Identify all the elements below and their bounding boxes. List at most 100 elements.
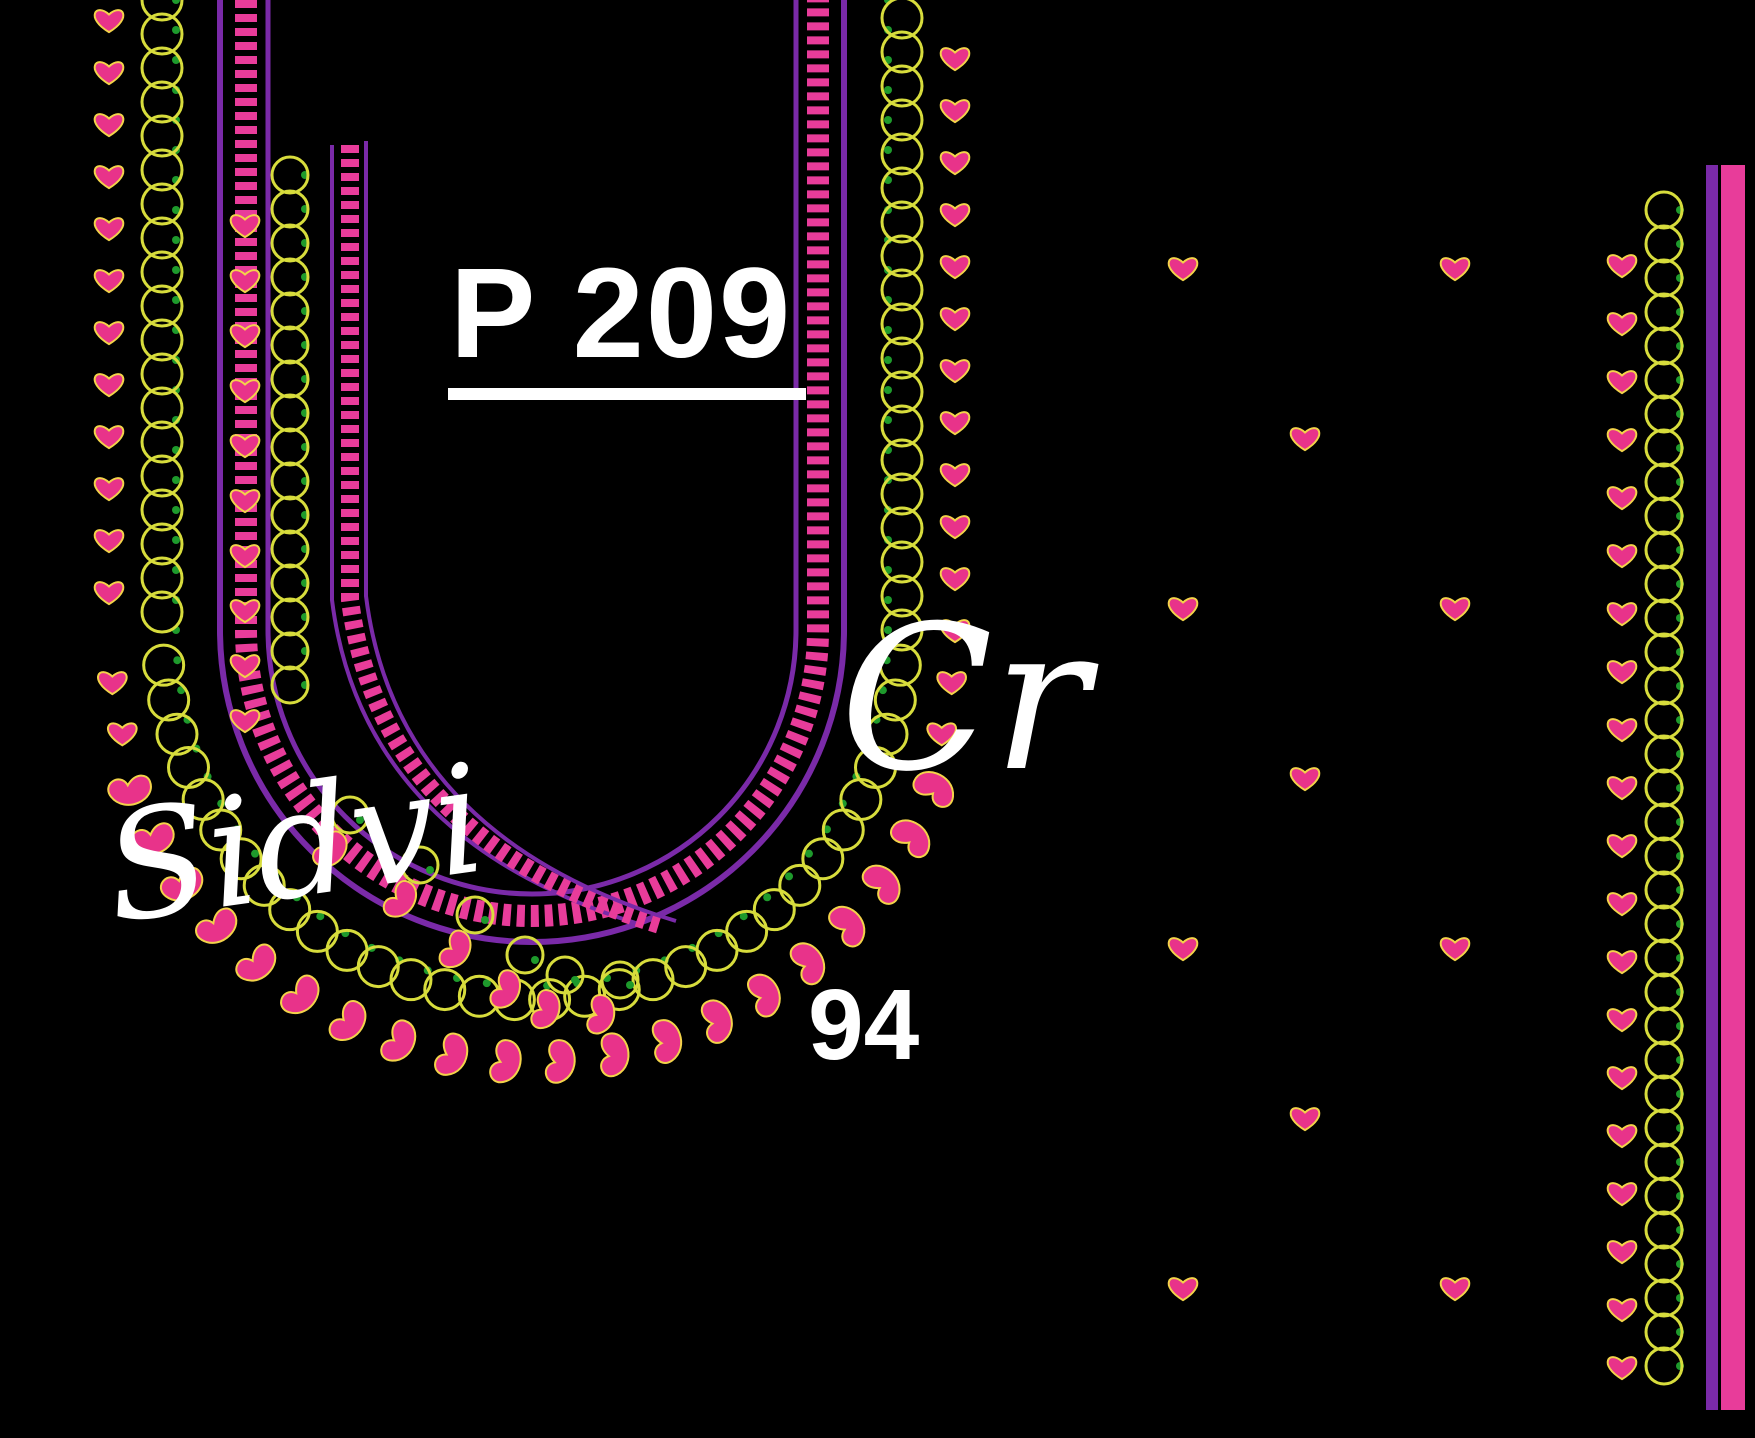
paisley-motif bbox=[195, 907, 238, 944]
paisley-motif bbox=[544, 1039, 576, 1084]
paisley-motif bbox=[861, 864, 901, 905]
paisley-motif bbox=[939, 515, 971, 540]
paisley-motif bbox=[1439, 937, 1471, 962]
small-neckline-border bbox=[229, 141, 677, 1035]
paisley-motif bbox=[1606, 602, 1638, 627]
paisley-motif bbox=[828, 905, 866, 948]
paisley-motif bbox=[1606, 834, 1638, 859]
paisley-motif bbox=[93, 373, 125, 398]
paisley-motif bbox=[1606, 1182, 1638, 1207]
paisley-motif bbox=[93, 113, 125, 138]
paisley-motif bbox=[1606, 950, 1638, 975]
paisley-motif bbox=[438, 929, 472, 969]
paisley-motif bbox=[93, 321, 125, 346]
design-code-underline bbox=[448, 388, 806, 400]
paisley-motif bbox=[229, 654, 261, 679]
paisley-motif bbox=[1289, 767, 1321, 792]
paisley-motif bbox=[312, 830, 348, 868]
paisley-motif bbox=[380, 1019, 417, 1062]
paisley-motif bbox=[93, 529, 125, 554]
paisley-motif bbox=[939, 359, 971, 384]
paisley-motif bbox=[106, 722, 138, 747]
paisley-motif bbox=[939, 203, 971, 228]
paisley-motif bbox=[939, 463, 971, 488]
paisley-motif bbox=[936, 671, 967, 696]
paisley-motif bbox=[939, 99, 971, 124]
paisley-motif bbox=[912, 771, 955, 808]
paisley-motif bbox=[159, 866, 204, 902]
paisley-motif bbox=[1606, 660, 1638, 685]
paisley-motif bbox=[328, 1000, 367, 1041]
paisley-motif bbox=[229, 269, 261, 294]
paisley-motif bbox=[93, 581, 125, 606]
paisley-motif bbox=[93, 269, 125, 294]
paisley-motif bbox=[1606, 776, 1638, 801]
right-vertical-border bbox=[1606, 165, 1745, 1410]
design-code-label: P 209 bbox=[450, 242, 793, 385]
paisley-motif bbox=[130, 822, 175, 856]
paisley-motif bbox=[939, 47, 971, 72]
paisley-motif bbox=[1439, 597, 1471, 622]
paisley-motif bbox=[1606, 1298, 1638, 1323]
paisley-motif bbox=[107, 774, 152, 806]
paisley-motif bbox=[586, 993, 616, 1035]
paisley-motif bbox=[939, 567, 971, 592]
paisley-motif bbox=[1606, 718, 1638, 743]
paisley-motif bbox=[789, 942, 826, 986]
paisley-motif bbox=[926, 722, 958, 747]
paisley-motif bbox=[229, 379, 261, 404]
paisley-motif bbox=[489, 969, 521, 1009]
paisley-motif bbox=[1606, 1066, 1638, 1091]
paisley-motif bbox=[1289, 1107, 1321, 1132]
paisley-motif bbox=[1606, 312, 1638, 337]
paisley-motif bbox=[229, 599, 261, 624]
paisley-motif bbox=[235, 943, 277, 982]
paisley-motif bbox=[229, 434, 261, 459]
paisley-motif bbox=[93, 61, 125, 86]
paisley-motif bbox=[93, 165, 125, 190]
paisley-motif bbox=[530, 989, 561, 1029]
paisley-motif bbox=[280, 974, 320, 1015]
paisley-motif bbox=[489, 1039, 522, 1084]
paisley-motif bbox=[747, 973, 781, 1018]
paisley-motif bbox=[1606, 892, 1638, 917]
paisley-motif bbox=[651, 1019, 683, 1064]
paisley-motif bbox=[1439, 1277, 1471, 1302]
watermark-script-right: Cr bbox=[840, 583, 1089, 816]
paisley-motif bbox=[229, 324, 261, 349]
paisley-motif bbox=[1606, 1124, 1638, 1149]
paisley-motif bbox=[939, 151, 971, 176]
paisley-motif bbox=[93, 477, 125, 502]
paisley-motif bbox=[434, 1032, 469, 1076]
paisley-motif bbox=[890, 819, 931, 859]
paisley-motif bbox=[382, 880, 418, 918]
paisley-motif bbox=[97, 671, 128, 696]
paisley-motif bbox=[1606, 1008, 1638, 1033]
paisley-motif bbox=[229, 709, 261, 734]
paisley-motif bbox=[939, 411, 971, 436]
watermark-phone-number: 94 bbox=[808, 969, 920, 1081]
paisley-motif bbox=[600, 1032, 630, 1078]
paisley-motif bbox=[1606, 1240, 1638, 1265]
paisley-motif bbox=[700, 999, 733, 1044]
scattered-butta-motifs bbox=[1167, 257, 1471, 1302]
paisley-motif bbox=[93, 217, 125, 242]
paisley-motif bbox=[93, 425, 125, 450]
paisley-motif bbox=[1167, 937, 1199, 962]
paisley-motif bbox=[1606, 1356, 1638, 1381]
paisley-motif bbox=[1606, 486, 1638, 511]
paisley-motif bbox=[1167, 597, 1199, 622]
paisley-motif bbox=[229, 544, 261, 569]
paisley-motif bbox=[1606, 544, 1638, 569]
paisley-motif bbox=[229, 489, 261, 514]
paisley-motif bbox=[939, 619, 971, 644]
paisley-motif bbox=[1167, 1277, 1199, 1302]
paisley-motif bbox=[939, 307, 971, 332]
paisley-motif bbox=[1167, 257, 1199, 282]
paisley-motif bbox=[93, 9, 125, 34]
paisley-motif bbox=[1606, 254, 1638, 279]
paisley-motif bbox=[1606, 428, 1638, 453]
paisley-motif bbox=[939, 255, 971, 280]
paisley-motif bbox=[1606, 370, 1638, 395]
